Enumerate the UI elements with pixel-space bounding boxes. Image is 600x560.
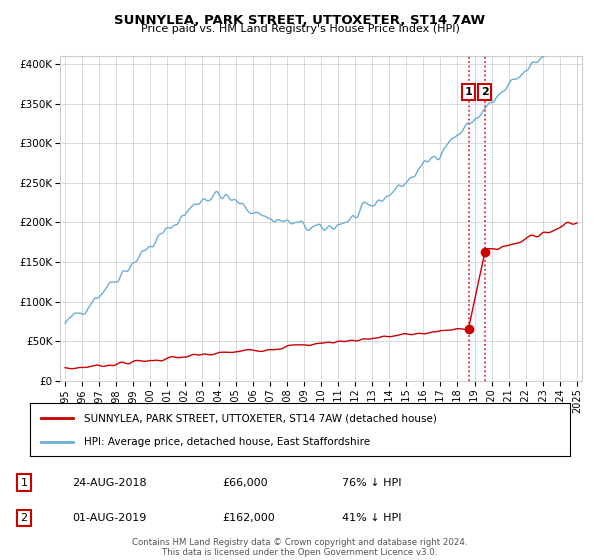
Text: 1: 1 xyxy=(464,87,472,97)
Text: 2: 2 xyxy=(481,87,488,97)
Text: Price paid vs. HM Land Registry's House Price Index (HPI): Price paid vs. HM Land Registry's House … xyxy=(140,24,460,34)
Text: £162,000: £162,000 xyxy=(222,513,275,523)
Text: 24-AUG-2018: 24-AUG-2018 xyxy=(72,478,146,488)
Text: 41% ↓ HPI: 41% ↓ HPI xyxy=(342,513,401,523)
Text: 1: 1 xyxy=(20,478,28,488)
Bar xyxy=(469,56,485,381)
Text: 2: 2 xyxy=(20,513,28,523)
Text: 01-AUG-2019: 01-AUG-2019 xyxy=(72,513,146,523)
Text: Contains HM Land Registry data © Crown copyright and database right 2024.
This d: Contains HM Land Registry data © Crown c… xyxy=(132,538,468,557)
Text: SUNNYLEA, PARK STREET, UTTOXETER, ST14 7AW: SUNNYLEA, PARK STREET, UTTOXETER, ST14 7… xyxy=(115,14,485,27)
Text: 76% ↓ HPI: 76% ↓ HPI xyxy=(342,478,401,488)
Text: SUNNYLEA, PARK STREET, UTTOXETER, ST14 7AW (detached house): SUNNYLEA, PARK STREET, UTTOXETER, ST14 7… xyxy=(84,413,437,423)
Text: £66,000: £66,000 xyxy=(222,478,268,488)
Text: HPI: Average price, detached house, East Staffordshire: HPI: Average price, detached house, East… xyxy=(84,436,370,446)
